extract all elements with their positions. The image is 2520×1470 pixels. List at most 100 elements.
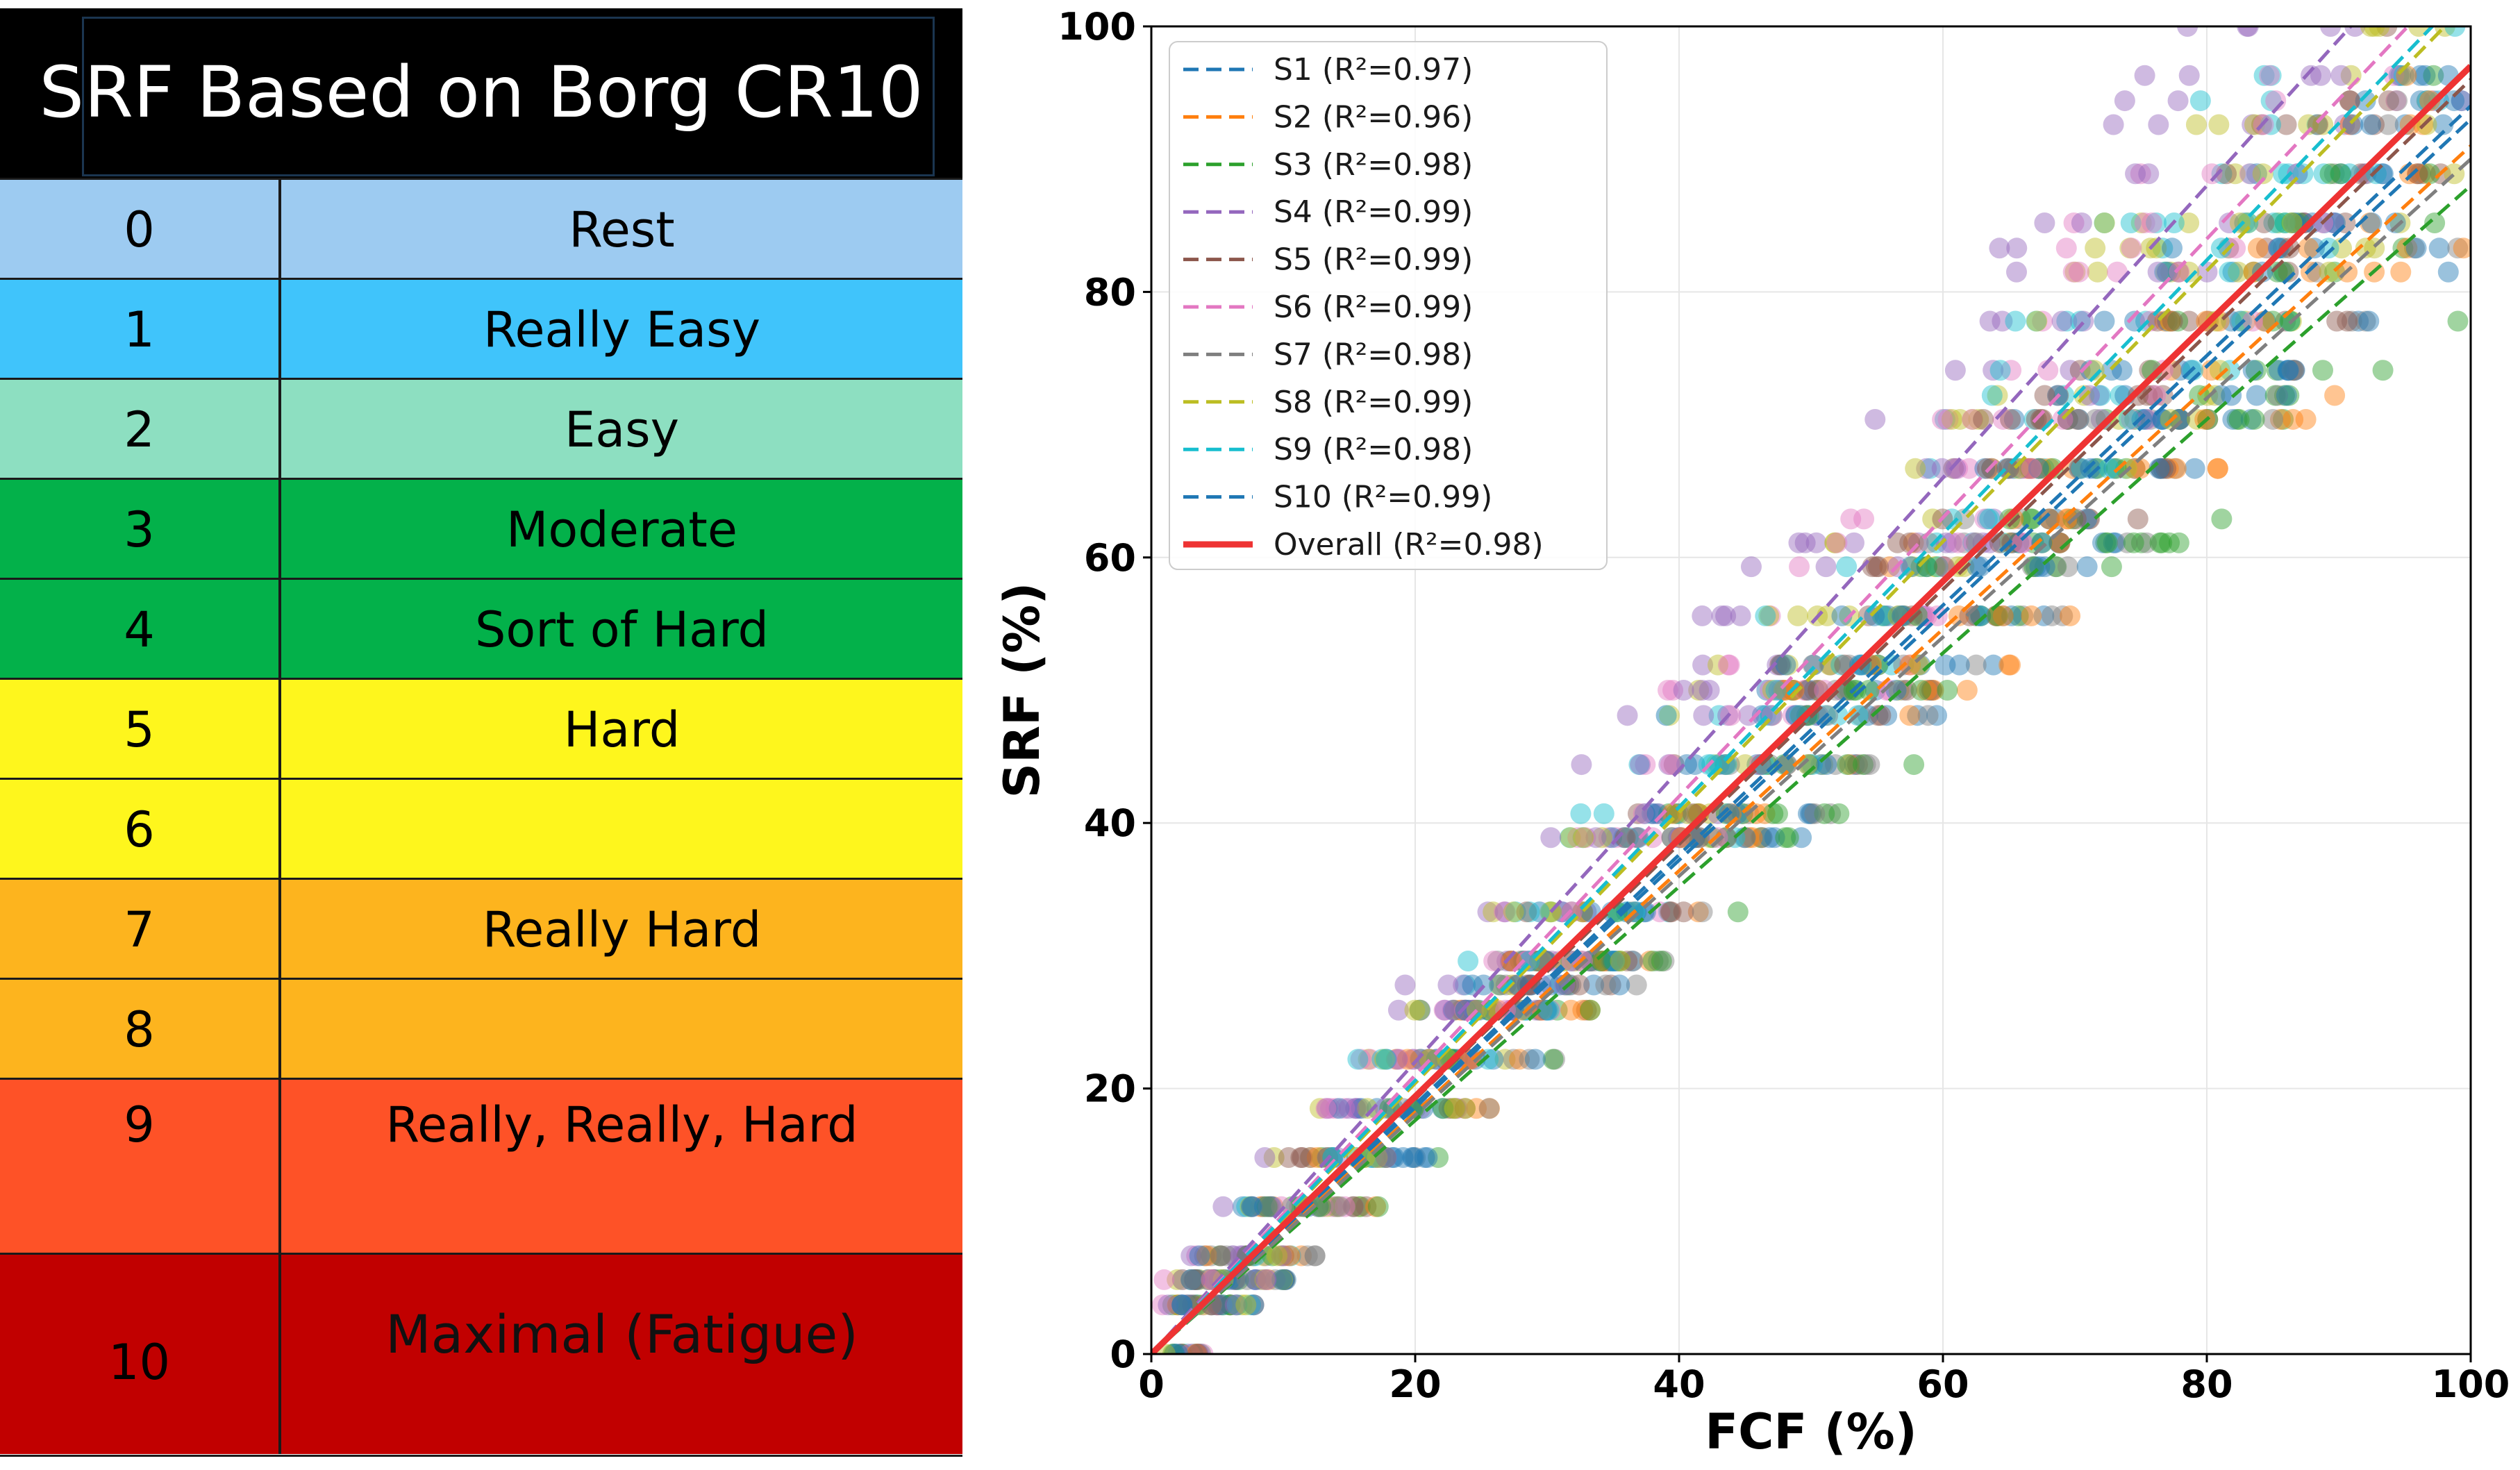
scatter-point bbox=[2394, 114, 2416, 135]
scatter-point bbox=[1226, 1294, 1248, 1316]
scatter-point bbox=[1986, 605, 2008, 626]
scatter-point bbox=[2245, 360, 2267, 381]
scatter-point bbox=[2342, 114, 2364, 135]
scatter-point bbox=[1262, 1245, 1283, 1267]
scatter-point bbox=[1658, 754, 1680, 776]
scatter-point bbox=[1845, 680, 1867, 701]
scatter-point bbox=[1879, 556, 1901, 578]
scatter-point bbox=[2237, 26, 2259, 37]
scatter-point bbox=[1516, 901, 1537, 923]
scatter-point bbox=[1839, 754, 1860, 776]
scatter-point bbox=[2433, 114, 2454, 135]
scatter-point bbox=[2365, 163, 2387, 185]
x-tick-label: 60 bbox=[1917, 1362, 1969, 1406]
scatter-point bbox=[1267, 1245, 1288, 1267]
scatter-point bbox=[2057, 408, 2078, 430]
scatter-point bbox=[2211, 163, 2233, 185]
scatter-point bbox=[1224, 1294, 1246, 1316]
scatter-point bbox=[1572, 999, 1594, 1021]
scatter-point bbox=[2000, 408, 2021, 430]
scatter-point bbox=[1864, 605, 1885, 626]
scatter-point bbox=[2358, 310, 2380, 332]
srf-vs-fcf-scatter-chart: 0 20 40 60 80 100 0 20 40 60 80 100 FCF (%) SRF (%)… bbox=[962, 0, 2520, 1467]
scatter-point bbox=[2341, 310, 2362, 332]
scatter-point bbox=[1576, 999, 1597, 1021]
scatter-point bbox=[1519, 901, 1540, 923]
scatter-point bbox=[1483, 951, 1505, 972]
scatter-point bbox=[1180, 1269, 1202, 1290]
scatter-point bbox=[2032, 532, 2053, 553]
legend-entry: S10 (R²=0.99) bbox=[1274, 480, 1492, 515]
scatter-point bbox=[1442, 1098, 1463, 1119]
scatter-point bbox=[1866, 556, 1887, 578]
scatter-point bbox=[1519, 1049, 1540, 1070]
scatter-point bbox=[1462, 974, 1483, 996]
scatter-point bbox=[1899, 705, 1921, 726]
scatter-point bbox=[1628, 754, 1650, 776]
scatter-point bbox=[1659, 901, 1680, 923]
scatter-point bbox=[2085, 237, 2106, 259]
scatter-point bbox=[1572, 827, 1594, 849]
borg-level-number: 5 bbox=[0, 680, 281, 778]
scatter-point bbox=[1296, 1245, 1318, 1267]
scatter-point bbox=[1443, 999, 1465, 1021]
scatter-point bbox=[1726, 803, 1748, 824]
scatter-point bbox=[1180, 1245, 1202, 1267]
scatter-point bbox=[1210, 1245, 1231, 1267]
scatter-point bbox=[1921, 680, 1942, 701]
scatter-point bbox=[1236, 1196, 1258, 1217]
scatter-point bbox=[1803, 680, 1825, 701]
scatter-point bbox=[1342, 1196, 1364, 1217]
scatter-point bbox=[1935, 654, 1956, 676]
scatter-point bbox=[2264, 385, 2286, 406]
scatter-point bbox=[2240, 163, 2262, 185]
scatter-point bbox=[1537, 999, 1558, 1021]
scatter-point bbox=[1827, 705, 1849, 726]
scatter-point bbox=[2267, 212, 2289, 233]
scatter-point bbox=[2278, 385, 2300, 406]
scatter-point bbox=[1209, 1245, 1230, 1267]
scatter-point bbox=[1653, 951, 1675, 972]
scatter-point bbox=[2123, 532, 2144, 553]
scatter-point bbox=[1167, 1294, 1188, 1316]
scatter-point bbox=[1992, 605, 2014, 626]
scatter-point bbox=[2178, 212, 2200, 233]
scatter-point bbox=[2283, 360, 2305, 381]
scatter-point bbox=[1433, 999, 1455, 1021]
scatter-point bbox=[1659, 705, 1680, 726]
scatter-point bbox=[1970, 605, 1992, 626]
scatter-point bbox=[1775, 654, 1796, 676]
scatter-point bbox=[2324, 385, 2346, 406]
scatter-point bbox=[1756, 680, 1778, 701]
scatter-point bbox=[2369, 26, 2390, 37]
scatter-point bbox=[1210, 1245, 1232, 1267]
scatter-point bbox=[1404, 999, 1426, 1021]
scatter-point bbox=[1538, 999, 1560, 1021]
borg-table-title: SRF Based on Borg CR10 bbox=[39, 51, 924, 134]
scatter-point bbox=[2278, 261, 2299, 283]
y-tick-label: 40 bbox=[1084, 801, 1136, 845]
scatter-point bbox=[1699, 680, 1720, 701]
scatter-point bbox=[1824, 532, 1846, 553]
scatter-point bbox=[1797, 803, 1819, 824]
scatter-point bbox=[1444, 999, 1466, 1021]
scatter-point bbox=[1292, 1147, 1313, 1169]
scatter-point bbox=[1409, 999, 1430, 1021]
scatter-point bbox=[2062, 261, 2084, 283]
scatter-point bbox=[1186, 1245, 1208, 1267]
scatter-point bbox=[2219, 212, 2240, 233]
scatter-point bbox=[2164, 458, 2185, 479]
scatter-point bbox=[2092, 532, 2113, 553]
scatter-point bbox=[1944, 360, 1966, 381]
scatter-point bbox=[1981, 458, 2003, 479]
scatter-point bbox=[1479, 1098, 1501, 1119]
scatter-point bbox=[1478, 1098, 1500, 1119]
scatter-point bbox=[1676, 754, 1698, 776]
scatter-point bbox=[2060, 605, 2081, 626]
scatter-point bbox=[2098, 458, 2120, 479]
scatter-point bbox=[2298, 114, 2319, 135]
scatter-point bbox=[2103, 114, 2124, 135]
scatter-point bbox=[1777, 654, 1799, 676]
scatter-point bbox=[2318, 237, 2339, 259]
scatter-point bbox=[1402, 1049, 1424, 1070]
